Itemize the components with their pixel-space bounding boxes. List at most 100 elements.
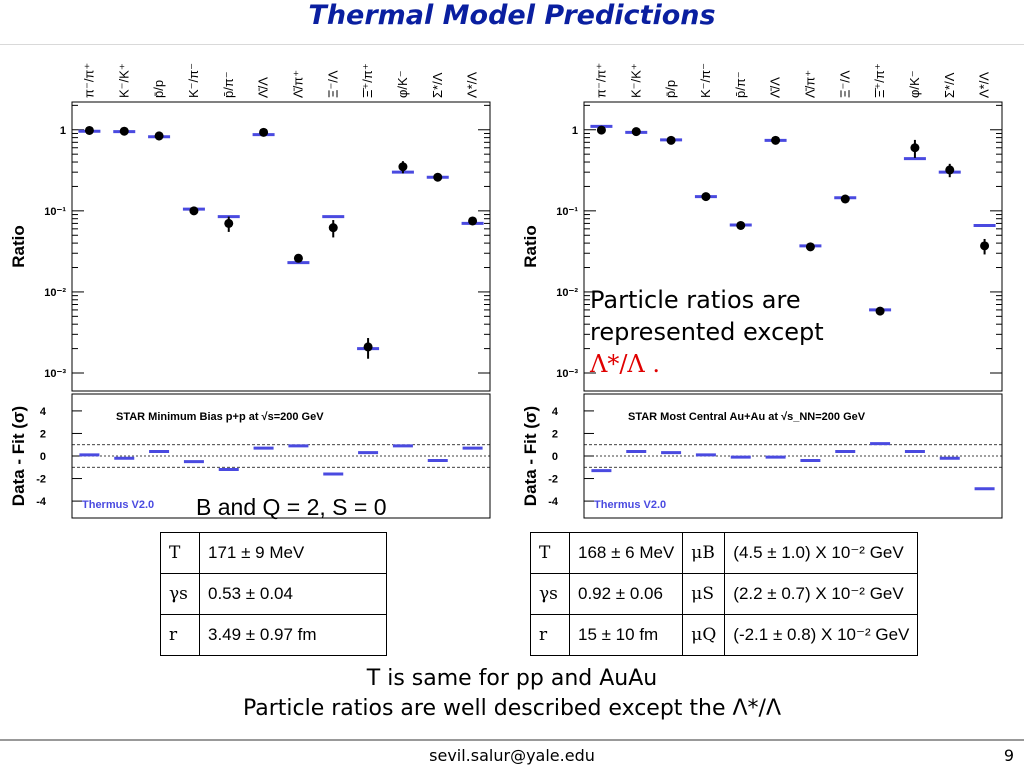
residual-tick-label: 2 xyxy=(40,428,46,440)
table-row: T 171 ± 9 MeV xyxy=(160,532,387,574)
category-label: Λ*/Λ xyxy=(465,72,480,98)
slide-title: Thermal Model Predictions xyxy=(308,0,716,31)
category-label: Ξ̄⁺/π⁺ xyxy=(872,63,887,98)
data-point xyxy=(259,127,269,137)
category-label: p̄/p xyxy=(663,80,678,98)
data-point xyxy=(398,162,408,172)
y-tick-label: 10⁻² xyxy=(44,287,66,299)
software-label: Thermus V2.0 xyxy=(82,499,154,511)
mu-value: (2.2 ± 0.7) X 10⁻² GeV xyxy=(724,573,919,615)
y-tick-label: 10⁻¹ xyxy=(556,206,578,218)
category-label: π⁻/π⁺ xyxy=(593,63,608,98)
auau-ratio-chart: π⁻/π⁺ K⁻/K⁺ p̄/p K⁻/π⁻ p̄/π⁻ Λ̄/Λ Λ̄/π⁺ Ξ⁻/Λ Ξ̄⁺… xyxy=(521,63,1003,519)
data-point xyxy=(154,131,164,141)
data-point xyxy=(363,342,373,352)
residual-axis-label: Data - Fit (σ) xyxy=(521,406,540,506)
param-symbol: T xyxy=(530,532,570,574)
table-row: r 15 ± 10 fm μQ (-2.1 ± 0.8) X 10⁻² GeV xyxy=(530,614,919,656)
pp-parameter-table: T 171 ± 9 MeV γs 0.53 ± 0.04 r 3.49 ± 0.… xyxy=(160,532,387,656)
data-point xyxy=(119,126,129,136)
param-symbol: γs xyxy=(160,573,200,615)
auau-parameter-table: T 168 ± 6 MeV μB (4.5 ± 1.0) X 10⁻² GeV … xyxy=(530,532,919,656)
category-label: Λ̄/Λ xyxy=(256,77,271,98)
y-tick-label: 10⁻¹ xyxy=(44,206,66,218)
param-value: 0.53 ± 0.04 xyxy=(199,573,387,615)
residual-tick-label: -2 xyxy=(36,474,46,486)
mu-symbol: μQ xyxy=(682,614,726,656)
data-point xyxy=(875,306,885,316)
residual-tick-label: 4 xyxy=(552,406,559,418)
category-label: π⁻/π⁺ xyxy=(81,63,96,98)
residual-tick-label: 2 xyxy=(552,428,558,440)
summary-line-1: T is same for pp and AuAu xyxy=(366,666,658,691)
table-row: r 3.49 ± 0.97 fm xyxy=(160,614,387,656)
category-label: Ξ̄⁺/π⁺ xyxy=(360,63,375,98)
data-point xyxy=(84,125,94,135)
mu-symbol: μB xyxy=(682,532,726,574)
y-axis-label: Ratio xyxy=(521,225,540,268)
residual-tick-label: -4 xyxy=(36,496,47,508)
data-point xyxy=(328,223,338,233)
param-symbol: r xyxy=(160,614,200,656)
y-axis-label: Ratio xyxy=(9,225,28,268)
mu-symbol: μS xyxy=(682,573,726,615)
page-number: 9 xyxy=(1003,746,1014,765)
data-point xyxy=(980,241,990,251)
bq-label: B and Q = 2, S = 0 xyxy=(196,494,387,520)
category-label: K⁻/K⁺ xyxy=(628,63,643,98)
residual-tick-label: 4 xyxy=(40,406,47,418)
table-row: γs 0.53 ± 0.04 xyxy=(160,573,387,615)
category-label: K⁻/K⁺ xyxy=(116,63,131,98)
category-label: p̄/π⁻ xyxy=(733,71,748,98)
note-line-1: Particle ratios are xyxy=(590,286,801,314)
category-label: Λ̄/Λ xyxy=(768,77,783,98)
category-label: Σ*/Λ xyxy=(942,72,957,98)
param-symbol: γs xyxy=(530,573,570,615)
dataset-annotation: STAR Minimum Bias p+p at √s=200 GeV xyxy=(116,411,324,423)
data-point xyxy=(771,135,781,145)
footer-divider xyxy=(0,739,1024,741)
category-label: K⁻/π⁻ xyxy=(186,63,201,98)
residual-tick-label: 0 xyxy=(552,451,558,463)
category-label: Ξ⁻/Λ xyxy=(837,70,852,98)
data-point xyxy=(701,192,711,202)
data-point xyxy=(805,242,815,252)
residual-axis-label: Data - Fit (σ) xyxy=(9,406,28,506)
param-symbol: r xyxy=(530,614,570,656)
dataset-annotation: STAR Most Central Au+Au at √s_NN=200 GeV xyxy=(628,411,866,423)
data-point xyxy=(631,127,641,137)
param-value: 15 ± 10 fm xyxy=(568,614,684,656)
category-label: φ/K⁻ xyxy=(395,70,410,98)
param-value: 3.49 ± 0.97 fm xyxy=(199,614,387,656)
title-divider xyxy=(0,44,1024,45)
y-tick-label: 1 xyxy=(60,125,66,137)
param-value: 168 ± 6 MeV xyxy=(568,532,684,574)
category-label: p̄/p xyxy=(151,80,166,98)
data-point xyxy=(293,253,303,263)
category-label: Λ̄/π⁺ xyxy=(290,70,305,98)
data-point xyxy=(468,216,478,226)
y-tick-label: 1 xyxy=(572,125,578,137)
data-point xyxy=(840,194,850,204)
param-value: 171 ± 9 MeV xyxy=(199,532,387,574)
data-point xyxy=(224,218,234,228)
category-label: Ξ⁻/Λ xyxy=(325,70,340,98)
y-tick-label: 10⁻³ xyxy=(44,368,66,380)
pp-ratio-chart: π⁻/π⁺ K⁻/K⁺ p̄/p K⁻/π⁻ p̄/π⁻ Λ̄/Λ Λ̄/π⁺ Ξ⁻/Λ Ξ̄⁺… xyxy=(9,63,491,519)
residual-tick-label: -4 xyxy=(548,496,559,508)
data-point xyxy=(433,172,443,182)
summary-line-2: Particle ratios are well described excep… xyxy=(242,696,782,721)
y-tick-label: 10⁻² xyxy=(556,287,578,299)
data-point xyxy=(596,125,606,135)
category-label: φ/K⁻ xyxy=(907,70,922,98)
table-row: T 168 ± 6 MeV μB (4.5 ± 1.0) X 10⁻² GeV xyxy=(530,532,919,574)
residual-tick-label: -2 xyxy=(548,474,558,486)
software-label: Thermus V2.0 xyxy=(594,499,666,511)
category-label: Λ*/Λ xyxy=(977,72,992,98)
residual-tick-label: 0 xyxy=(40,451,46,463)
param-symbol: T xyxy=(160,532,200,574)
data-point xyxy=(736,220,746,230)
category-label: Σ*/Λ xyxy=(430,72,445,98)
y-tick-label: 10⁻³ xyxy=(556,368,578,380)
category-label: K⁻/π⁻ xyxy=(698,63,713,98)
